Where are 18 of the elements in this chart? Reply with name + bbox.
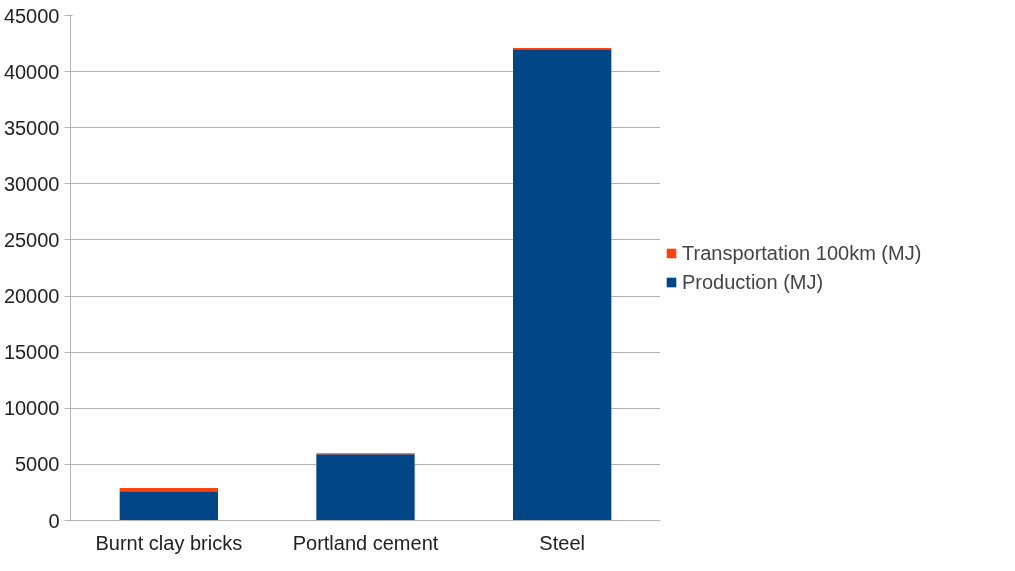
y-tick-label: 45000 [3, 4, 60, 27]
bar [513, 49, 612, 521]
bar [119, 491, 218, 521]
x-tick-label: Portland cement [292, 531, 439, 554]
x-tick-label: Steel [539, 531, 585, 554]
y-tick-label: 20000 [3, 285, 60, 308]
y-tick-label: 35000 [3, 116, 60, 139]
y-tick-label: 0 [48, 509, 60, 532]
legend-label: Production (MJ) [682, 270, 824, 294]
y-tick-label: 15000 [3, 341, 60, 364]
y-tick-label: 30000 [3, 172, 60, 195]
y-tick-label: 5000 [15, 453, 60, 476]
bar [316, 454, 415, 521]
legend-label: Transportation 100km (MJ) [682, 241, 922, 265]
y-tick-label: 40000 [3, 60, 60, 83]
y-tick-label: 10000 [3, 397, 60, 420]
y-tick-label: 25000 [3, 228, 60, 251]
x-tick-label: Burnt clay bricks [95, 531, 243, 554]
